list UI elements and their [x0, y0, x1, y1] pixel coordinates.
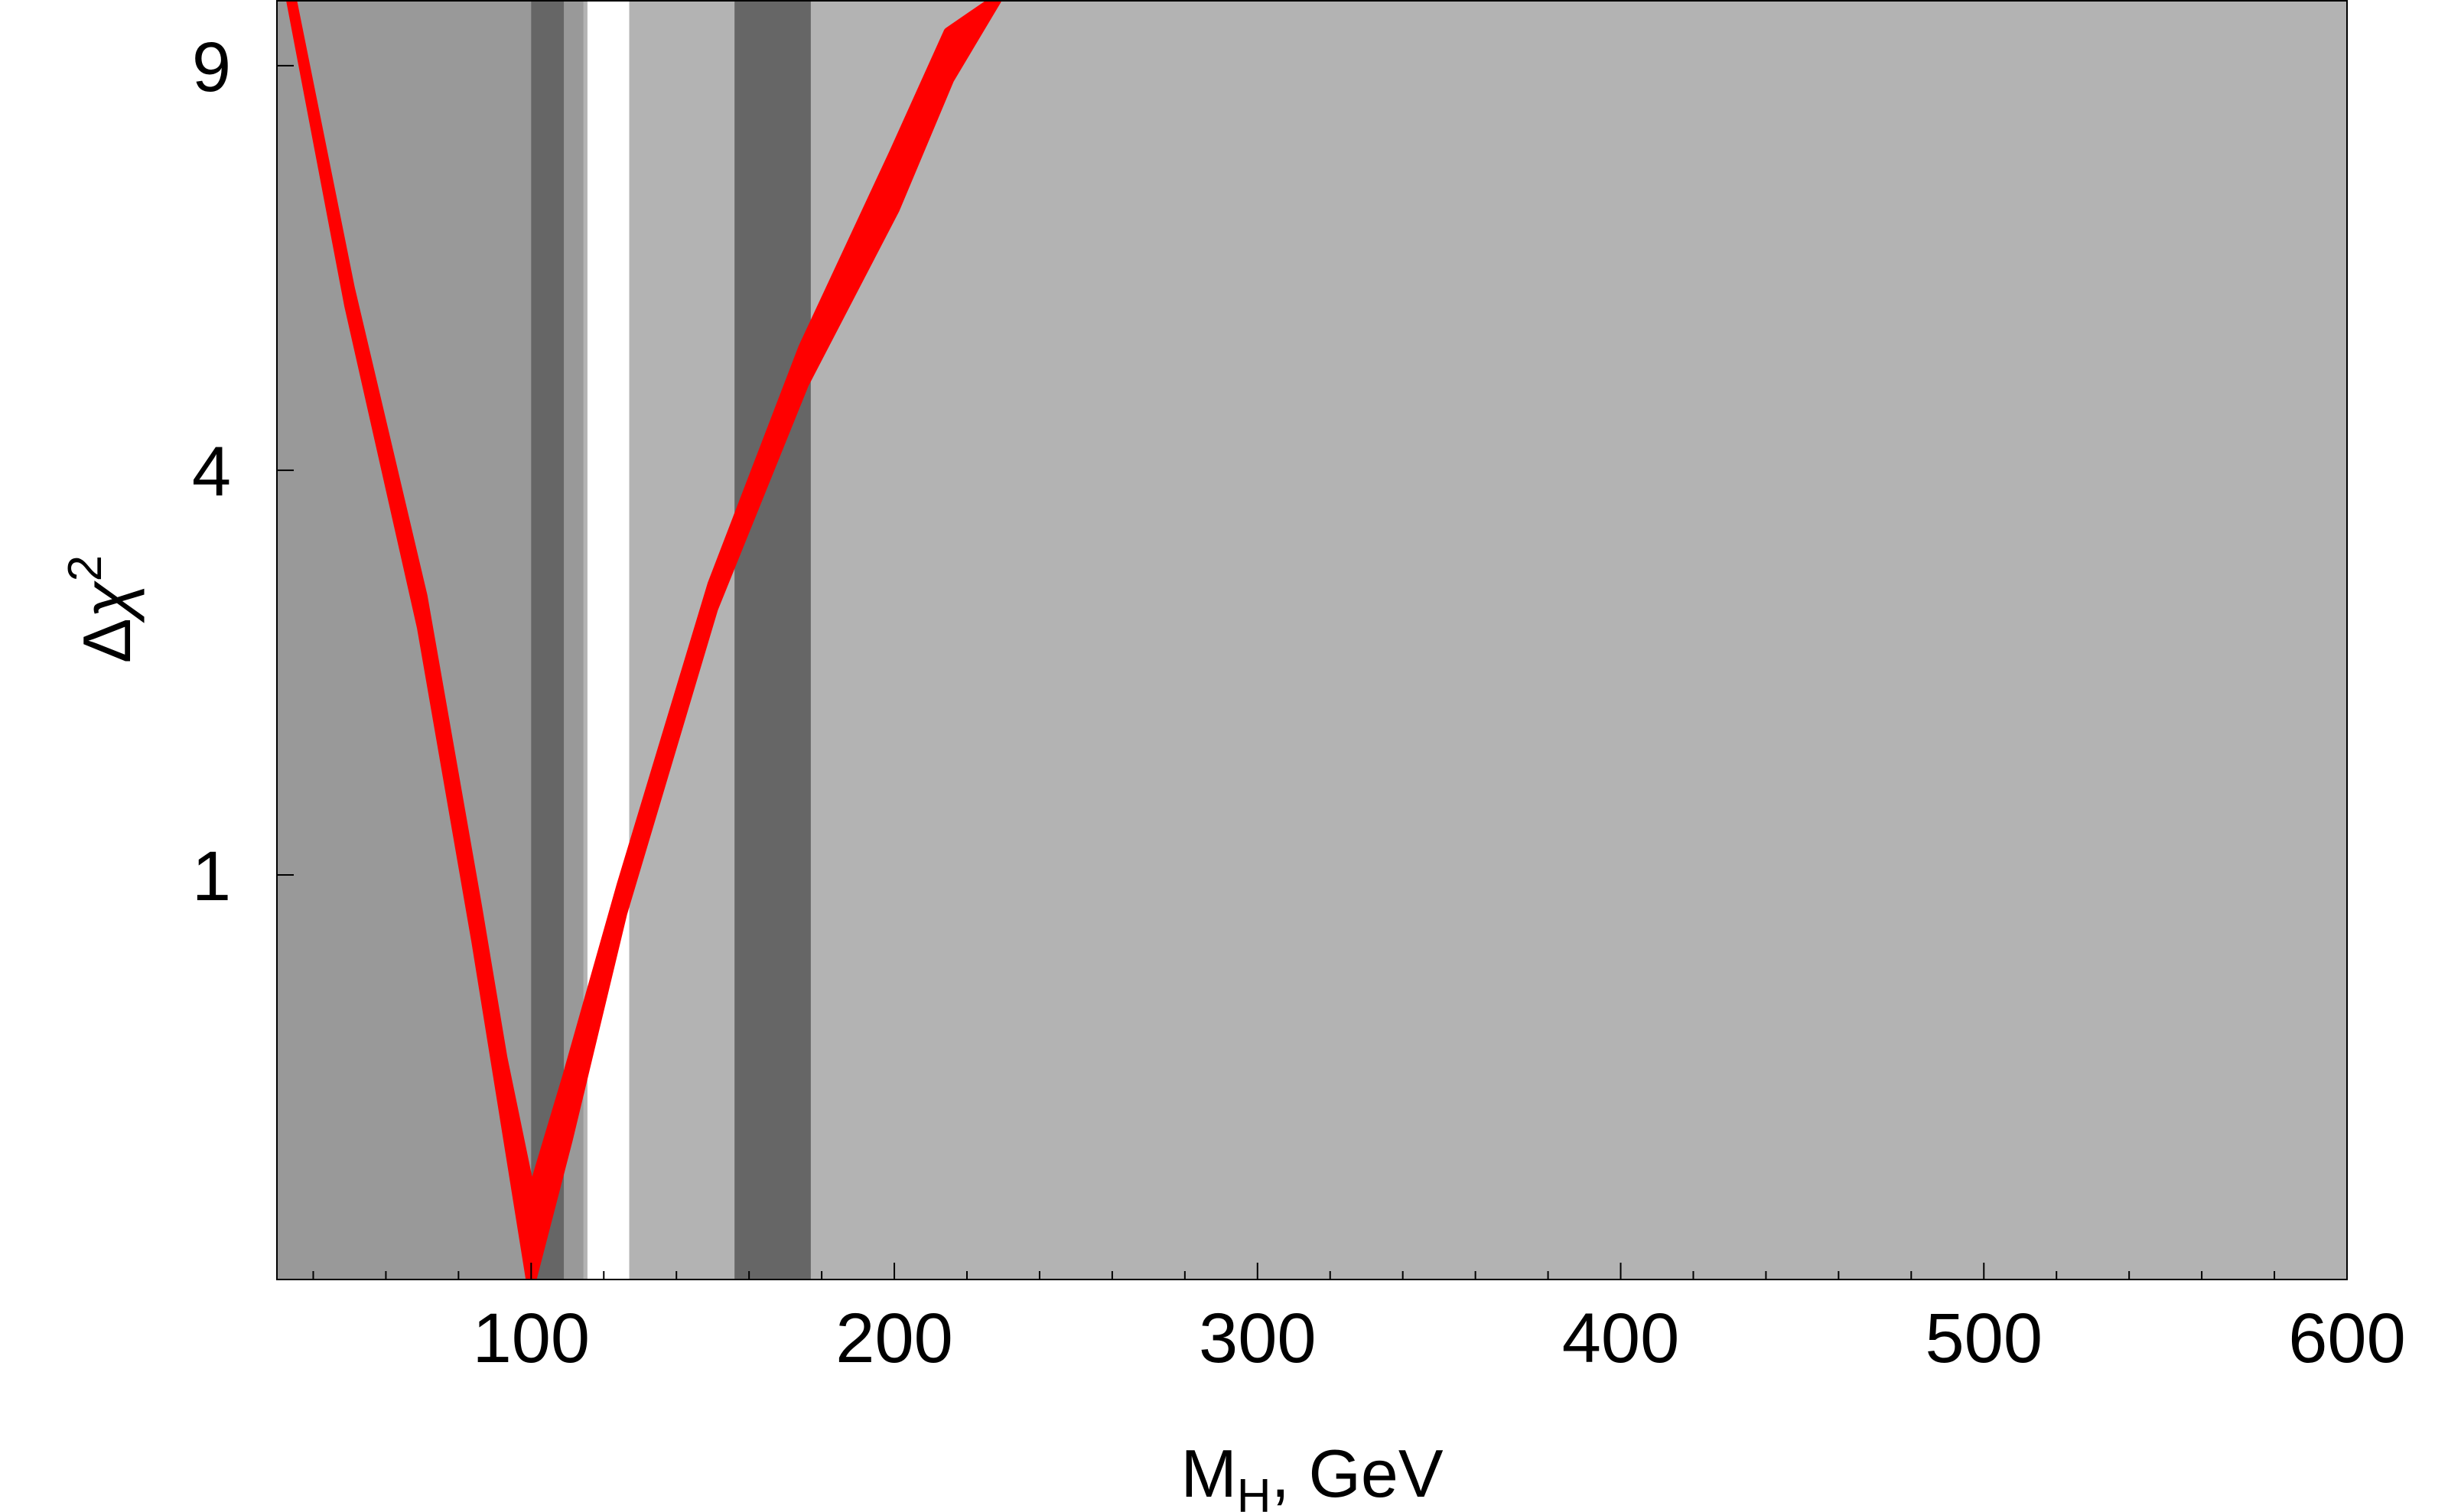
x-tick-label: 400 — [1562, 1299, 1680, 1377]
x-axis-label-rest: , GeV — [1271, 1436, 1444, 1511]
y-tick-label: 9 — [192, 28, 231, 106]
x-axis-ticks: 100 200 300 400 500 600 — [312, 1263, 2406, 1377]
y-tick-label: 1 — [192, 837, 231, 915]
y-axis-label: Δχ2 — [59, 555, 145, 663]
x-axis-label-main: M — [1180, 1436, 1236, 1511]
y-axis-ticks: 1 4 9 — [192, 28, 294, 915]
shaded-region-5 — [734, 0, 811, 1280]
shaded-region-3 — [583, 0, 588, 1280]
x-tick-label: 300 — [1199, 1299, 1317, 1377]
shaded-region-4 — [587, 0, 630, 1280]
series-band-1 — [286, 0, 1001, 1280]
x-tick-label: 100 — [473, 1299, 591, 1377]
plot-frame — [276, 0, 2348, 1280]
shaded-region-2 — [531, 0, 565, 1280]
x-axis-label-subscript: H — [1237, 1470, 1271, 1512]
x-axis-label: MH, GeV — [1180, 1436, 1443, 1512]
series-layer — [286, 0, 1001, 1280]
x-tick-label: 200 — [835, 1299, 953, 1377]
y-tick-label: 4 — [192, 433, 231, 511]
x-tick-label: 500 — [1926, 1299, 2043, 1377]
y-axis-label-chi: χ — [69, 580, 145, 623]
y-axis-label-superscript: 2 — [59, 555, 112, 581]
plot-area — [277, 0, 2347, 1280]
x-tick-label: 600 — [2288, 1299, 2406, 1377]
y-axis-label-delta: Δ — [69, 618, 145, 663]
